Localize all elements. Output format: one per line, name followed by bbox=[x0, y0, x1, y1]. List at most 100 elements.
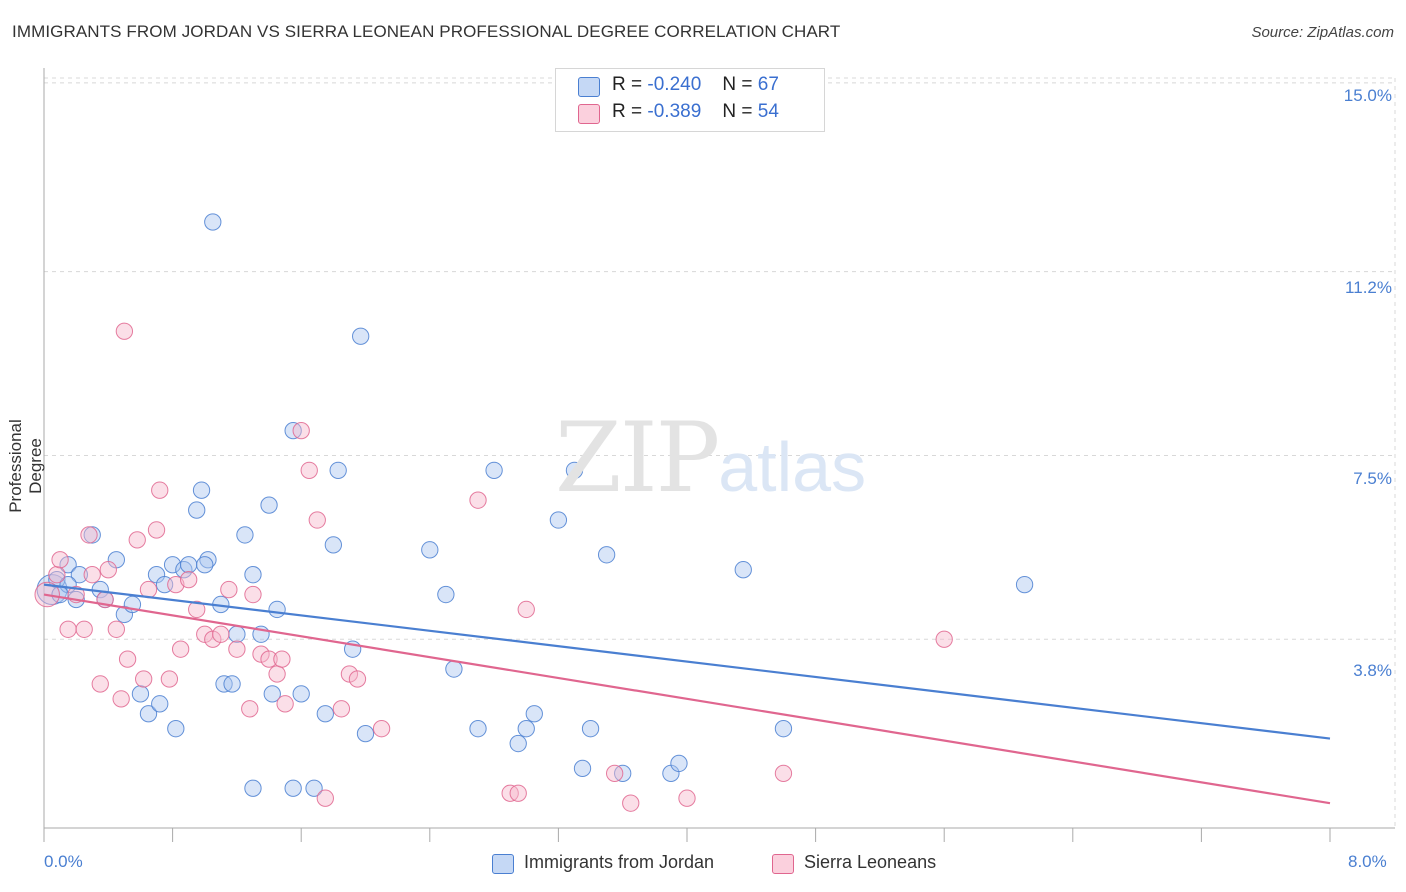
sierra-point-2 bbox=[51, 551, 69, 569]
y-tick-label-3-8: 3.8% bbox=[1353, 661, 1392, 680]
sierra-point-12 bbox=[112, 690, 130, 708]
jordan-point-34 bbox=[244, 779, 262, 797]
jordan-point-26 bbox=[223, 675, 241, 693]
sierra-point-27 bbox=[212, 625, 230, 643]
sierra-point-40 bbox=[316, 789, 334, 807]
legend-r-label: R = bbox=[612, 74, 643, 95]
trend-lines bbox=[43, 583, 1331, 805]
sierra-point-39 bbox=[308, 511, 326, 529]
jordan-point-28 bbox=[236, 526, 254, 544]
sierra-point-11 bbox=[107, 620, 125, 638]
jordan-point-57 bbox=[597, 546, 616, 564]
sierra-point-47 bbox=[509, 784, 527, 802]
sierra-point-8 bbox=[91, 675, 109, 693]
legend-n-label: N = bbox=[722, 101, 753, 122]
sierra-point-17 bbox=[139, 580, 158, 599]
legend-r-value-jordan: -0.240 bbox=[647, 74, 702, 95]
legend-swatch-pink bbox=[578, 104, 600, 124]
y-tick-label-15: 15.0% bbox=[1343, 86, 1392, 105]
sierra-point-23 bbox=[180, 570, 198, 589]
jordan-point-55 bbox=[573, 759, 592, 778]
bottom-legend-label-jordan: Immigrants from Jordan bbox=[524, 852, 715, 872]
jordan-point-56 bbox=[581, 719, 600, 738]
legend-n-value-jordan: 67 bbox=[757, 74, 779, 95]
jordan-point-50 bbox=[509, 734, 527, 753]
sierra-point-45 bbox=[469, 491, 487, 509]
jordan-point-12 bbox=[139, 705, 158, 723]
jordan-point-39 bbox=[316, 705, 334, 723]
y-axis-label: Professional Degree bbox=[6, 419, 45, 513]
sierra-point-22 bbox=[171, 640, 190, 658]
jordan-point-52 bbox=[525, 705, 543, 723]
y-tick-label-7-5: 7.5% bbox=[1353, 469, 1392, 488]
sierra-point-49 bbox=[606, 764, 624, 783]
axes bbox=[43, 68, 1395, 842]
jordan-point-22 bbox=[199, 551, 217, 569]
jordan-point-51 bbox=[517, 719, 535, 738]
sierra-point-34 bbox=[268, 665, 286, 683]
jordan-point-3 bbox=[70, 566, 89, 584]
sierra-point-28 bbox=[220, 580, 238, 599]
jordan-trend-line bbox=[43, 583, 1331, 740]
jordan-point-62 bbox=[774, 719, 793, 738]
bottom-legend-swatch-pink bbox=[772, 854, 794, 874]
sierra-point-37 bbox=[292, 421, 310, 440]
jordan-point-35 bbox=[284, 779, 302, 797]
sierra-point-53 bbox=[935, 630, 953, 648]
sierra-point-10 bbox=[99, 561, 117, 579]
sierra-point-19 bbox=[151, 481, 169, 499]
x-tick-label-max: 8.0% bbox=[1348, 852, 1387, 871]
sierra-point-31 bbox=[244, 585, 262, 604]
sierra-point-33 bbox=[260, 650, 278, 668]
jordan-point-45 bbox=[421, 541, 439, 559]
sierra-point-13 bbox=[115, 322, 134, 340]
sierra-point-15 bbox=[128, 531, 146, 549]
sierra-trend-line bbox=[43, 593, 1331, 805]
sierra-point-29 bbox=[228, 640, 246, 658]
jordan-point-49 bbox=[485, 461, 503, 480]
jordan-point-40 bbox=[324, 536, 343, 554]
bottom-legend-swatch-blue bbox=[492, 854, 514, 874]
jordan-point-60 bbox=[670, 754, 688, 773]
jordan-point-20 bbox=[188, 501, 206, 519]
sierra-point-24 bbox=[188, 600, 206, 619]
jordan-point-41 bbox=[329, 461, 347, 480]
legend-n-value-sierra: 54 bbox=[757, 101, 779, 122]
sierra-point-6 bbox=[80, 526, 98, 544]
sierra-point-7 bbox=[83, 566, 101, 584]
sierra-point-36 bbox=[276, 695, 294, 713]
watermark-atlas: atlas bbox=[718, 428, 867, 506]
sierra-point-1 bbox=[48, 566, 66, 584]
jordan-point-37 bbox=[292, 685, 310, 703]
sierra-point-16 bbox=[135, 670, 153, 688]
jordan-point-46 bbox=[437, 585, 455, 604]
jordan-point-14 bbox=[151, 695, 169, 713]
sierra-point-18 bbox=[147, 521, 166, 539]
sierra-point-38 bbox=[300, 461, 318, 480]
jordan-point-33 bbox=[244, 566, 262, 584]
sierra-point-5 bbox=[75, 620, 93, 638]
legend-swatch-blue bbox=[578, 77, 600, 97]
sierra-point-48 bbox=[517, 600, 535, 619]
jordan-point-44 bbox=[356, 724, 375, 743]
jordan-point-47 bbox=[445, 660, 463, 678]
jordan-point-21 bbox=[192, 481, 211, 499]
sierra-point-51 bbox=[678, 789, 696, 807]
jordan-point-38 bbox=[305, 779, 323, 797]
jordan-point-27 bbox=[228, 625, 246, 643]
jordan-point-32 bbox=[268, 600, 286, 619]
source-credit: Source: ZipAtlas.com bbox=[1251, 24, 1394, 41]
jordan-point-11 bbox=[131, 685, 150, 703]
jordan-point-17 bbox=[167, 719, 185, 738]
x-tick-label-min: 0.0% bbox=[44, 852, 83, 871]
jordan-point-31 bbox=[263, 685, 281, 703]
jordan-point-63 bbox=[1015, 575, 1034, 594]
sierra-point-3 bbox=[59, 620, 77, 638]
jordan-point-53 bbox=[549, 511, 568, 529]
sierra-point-41 bbox=[332, 700, 351, 718]
bottom-legend-label-sierra: Sierra Leoneans bbox=[804, 852, 937, 872]
jordan-point-66 bbox=[196, 556, 214, 574]
sierra-point-21 bbox=[167, 575, 185, 594]
watermark: ZIPatlas bbox=[555, 402, 866, 514]
